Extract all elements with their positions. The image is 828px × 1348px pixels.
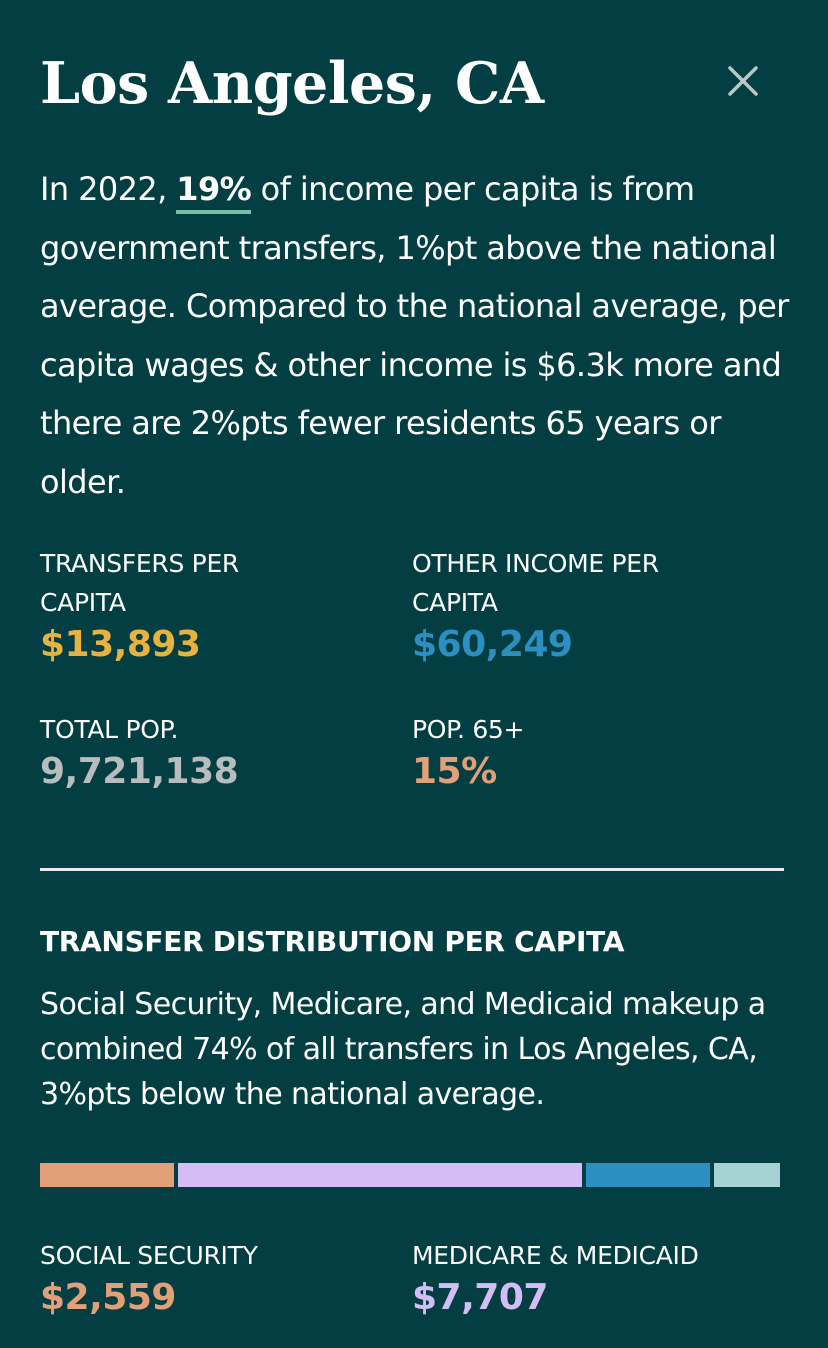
distribution-segment-segment-4 xyxy=(714,1163,780,1187)
stat-transfers: TRANSFERS PER CAPITA $13,893 xyxy=(40,544,400,668)
item-social-security-value: $2,559 xyxy=(40,1277,176,1318)
distribution-segment-social-security xyxy=(40,1163,174,1187)
stat-total-pop-label: TOTAL POP. xyxy=(40,715,179,744)
summary-text: In 2022, 19% of income per capita is fro… xyxy=(40,160,800,512)
item-medicare-medicaid: MEDICARE & MEDICAID $7,707 xyxy=(412,1236,772,1321)
close-button[interactable] xyxy=(718,56,768,106)
stat-total-pop-value: 9,721,138 xyxy=(40,751,239,792)
summary-highlight: 19% xyxy=(176,170,252,214)
distribution-text: Social Security, Medicare, and Medicaid … xyxy=(40,987,766,1112)
stat-pop65: POP. 65+ 15% xyxy=(412,710,772,795)
stat-pop65-label: POP. 65+ xyxy=(412,715,525,744)
item-social-security: SOCIAL SECURITY $2,559 xyxy=(40,1236,400,1321)
item-medicare-medicaid-value: $7,707 xyxy=(412,1277,548,1318)
summary-rest: of income per capita is from government … xyxy=(40,170,789,501)
transfer-distribution-bar xyxy=(40,1163,780,1187)
stat-total-pop: TOTAL POP. 9,721,138 xyxy=(40,710,400,795)
stat-other-income-value: $60,249 xyxy=(412,624,573,665)
page-title: Los Angeles, CA xyxy=(40,50,544,117)
stat-pop65-value: 15% xyxy=(412,751,497,792)
stat-transfers-label: TRANSFERS PER CAPITA xyxy=(40,549,240,617)
summary-prefix: In 2022, xyxy=(40,170,177,208)
section-divider xyxy=(40,868,784,871)
distribution-segment-segment-3 xyxy=(586,1163,710,1187)
distribution-heading: TRANSFER DISTRIBUTION PER CAPITA xyxy=(40,925,625,958)
close-icon xyxy=(728,66,758,96)
distribution-segment-medicare-medicaid xyxy=(178,1163,582,1187)
stat-other-income: OTHER INCOME PER CAPITA $60,249 xyxy=(412,544,772,668)
stat-other-income-label: OTHER INCOME PER CAPITA xyxy=(412,549,659,617)
item-medicare-medicaid-label: MEDICARE & MEDICAID xyxy=(412,1241,699,1270)
stat-transfers-value: $13,893 xyxy=(40,624,201,665)
item-social-security-label: SOCIAL SECURITY xyxy=(40,1241,258,1270)
